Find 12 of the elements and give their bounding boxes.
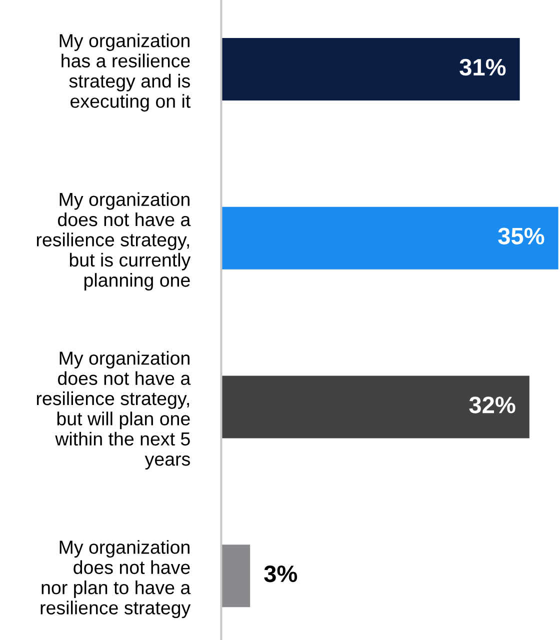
y-tick-label: My organization has a resilience strategy and is executing on it	[60, 34, 191, 112]
y-tick-label: My organization does not have a resilience strategy, but will plan one within the next 5 years	[36, 351, 191, 470]
data-label: 32%	[469, 396, 516, 414]
data-label: 31%	[460, 58, 506, 76]
bar	[221, 38, 520, 100]
y-tick-label: My organization does not have nor plan to have a resilience strategy	[40, 540, 191, 618]
bar	[221, 206, 558, 270]
data-label: 35%	[498, 228, 544, 244]
y-tick-label: My organization does not have a resilience strategy, but is currently planning one	[36, 192, 191, 291]
bar	[221, 376, 530, 438]
bar	[221, 544, 250, 608]
data-label: 3%	[264, 565, 298, 582]
